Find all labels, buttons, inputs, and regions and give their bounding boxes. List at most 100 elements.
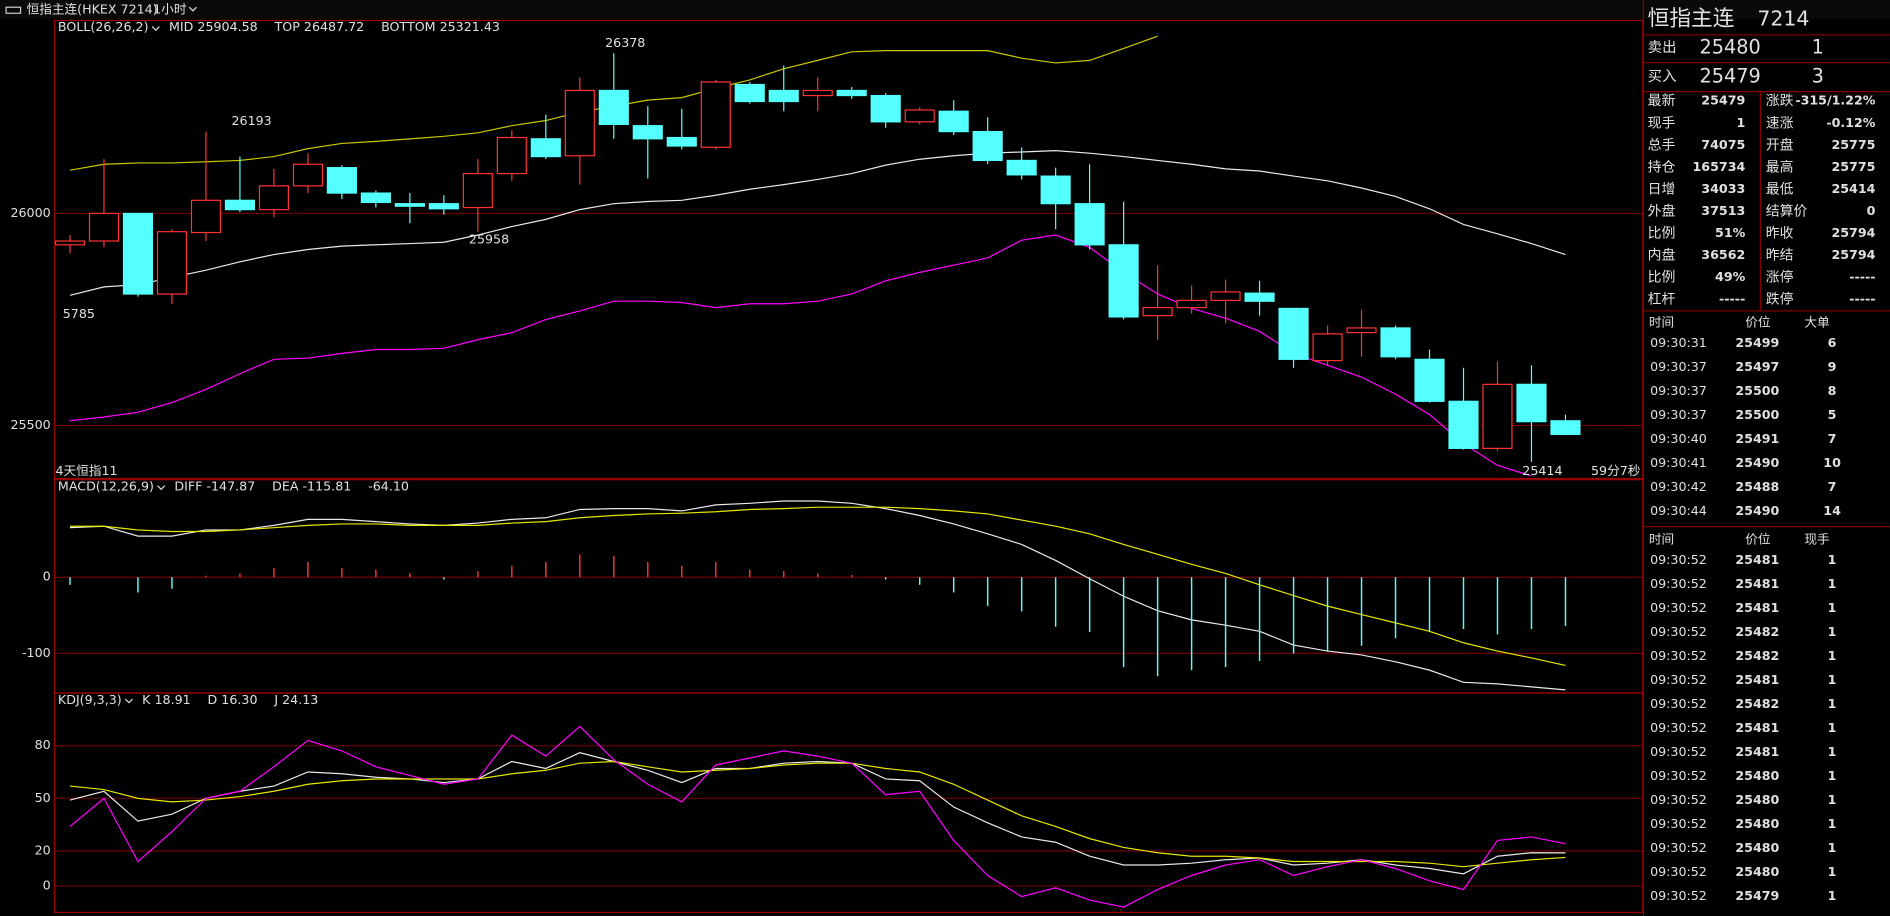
candle-body [1278,307,1309,360]
row-qty: 1 [1828,768,1837,783]
book-price: 25479 [1699,65,1760,88]
candle-body [1380,327,1411,358]
row-qty: 1 [1828,648,1837,663]
indicator-title: KDJ(9,3,3) [58,692,122,707]
toolbar [0,0,1890,20]
candle-body [292,163,323,187]
price-annotation: 25414 [1522,463,1562,478]
candle-body [700,81,731,148]
candle-body [836,89,867,97]
stat-value: 25479 [1701,93,1745,108]
indicator-title: BOLL(26,26,2) [58,19,149,34]
row-price: 25482 [1735,624,1779,639]
row-qty: 1 [1828,888,1837,903]
row-time: 09:30:52 [1650,720,1707,735]
stat-label: 外盘 [1648,203,1676,220]
candle-body [666,136,697,147]
row-time: 09:30:52 [1650,888,1707,903]
price-annotation: 26193 [231,113,271,128]
y-tick-label: 0 [43,878,51,893]
stat-label: 昨结 [1766,248,1794,264]
book-qty: 1 [1812,36,1824,59]
period-chevron[interactable] [188,6,197,12]
row-time: 09:30:52 [1650,576,1707,591]
row-qty: 1 [1828,600,1837,615]
stat-label: 现手 [1648,115,1676,131]
y-tick-label: 50 [35,790,51,805]
row-price: 25480 [1735,840,1779,855]
stat-label: 结算价 [1766,204,1808,220]
y-tick-label: 26000 [10,205,50,220]
price-annotation: 25958 [469,231,509,246]
book-qty: 3 [1812,65,1824,88]
indicator-line [69,506,1566,667]
candle-body [1414,358,1445,402]
candle-body [530,138,561,158]
row-time: 09:30:52 [1650,792,1707,807]
stat-label: 最高 [1766,158,1794,175]
row-time: 09:30:52 [1650,696,1707,711]
row-price: 25497 [1735,359,1779,374]
stat-value: 36562 [1701,247,1745,262]
row-qty: 1 [1828,696,1837,711]
candle-body [156,231,188,295]
candle-body [632,125,663,140]
candle-body [1516,383,1547,423]
right-note: 59分7秒 [1591,463,1641,478]
stat-value: 25794 [1831,225,1875,240]
candle-body [54,240,86,246]
candle-body [768,89,799,103]
stat-label: 杠杆 [1648,292,1676,308]
table-header: 价位 [1745,531,1771,546]
legend-entry: -64.10 [368,478,409,493]
quote-title: 恒指主连 [1648,6,1735,31]
row-price: 25479 [1735,888,1779,903]
candle-body [258,185,289,211]
toolbar-icon[interactable] [5,6,22,14]
candle-body [1142,306,1173,317]
table-header: 大单 [1804,315,1829,330]
row-price: 25490 [1735,503,1779,518]
stat-label: 开盘 [1766,136,1794,153]
legend-entry: K 18.91 [142,692,191,707]
row-price: 25499 [1735,335,1779,350]
candle-body [326,167,357,194]
row-time: 09:30:52 [1650,864,1707,879]
legend-entry: DEA -115.81 [272,478,351,493]
dropdown-chevron [151,26,160,31]
stat-value: 1 [1736,115,1745,130]
row-time: 09:30:52 [1650,840,1707,855]
stat-value: -315/1.22% [1795,93,1875,108]
row-price: 25482 [1735,696,1779,711]
stat-value: 37513 [1701,203,1745,218]
stat-label: 跌停 [1766,291,1794,308]
row-qty: 7 [1828,431,1837,446]
stat-value: 34033 [1701,181,1745,196]
stat-label: 内盘 [1648,247,1676,264]
table-header: 时间 [1649,315,1674,330]
row-time: 09:30:52 [1650,600,1707,615]
price-annotation: 26378 [605,35,645,50]
candle-body [598,89,629,125]
candle-body [1040,175,1071,205]
candle-body [1346,327,1377,334]
row-qty: 1 [1828,672,1837,687]
candle-body [734,83,765,103]
y-tick-label: 25500 [10,417,50,432]
row-qty: 14 [1823,503,1841,518]
legend-entry: BOTTOM 25321.43 [381,19,500,34]
symbol-name[interactable]: 恒指主连(HKEX 7214) [27,2,158,17]
stat-value: ----- [1849,291,1875,306]
panel-border [53,19,1644,480]
indicator-line [69,752,1566,875]
candle-body [870,94,901,123]
table-header: 时间 [1649,531,1674,546]
candle-body [428,203,459,210]
stat-label: 速涨 [1766,115,1794,131]
stat-label: 总手 [1648,137,1676,153]
period[interactable]: 1小时 [153,2,187,17]
row-price: 25500 [1735,407,1779,422]
candle-body [496,136,527,175]
candle-body [1312,333,1343,362]
legend-entry: J 24.13 [273,692,318,707]
